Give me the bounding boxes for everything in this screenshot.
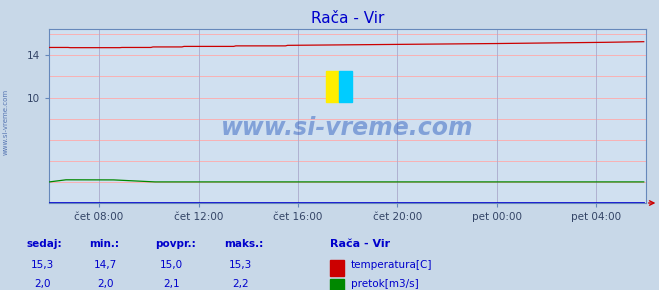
Text: www.si-vreme.com: www.si-vreme.com xyxy=(2,89,9,155)
Text: pretok[m3/s]: pretok[m3/s] xyxy=(351,279,418,289)
Text: 15,0: 15,0 xyxy=(159,260,183,269)
Text: sedaj:: sedaj: xyxy=(26,239,62,249)
Text: povpr.:: povpr.: xyxy=(155,239,196,249)
Text: 2,2: 2,2 xyxy=(232,279,249,289)
Text: 2,1: 2,1 xyxy=(163,279,180,289)
Text: maks.:: maks.: xyxy=(224,239,264,249)
Text: 2,0: 2,0 xyxy=(34,279,51,289)
Text: 14,7: 14,7 xyxy=(94,260,117,269)
Text: 2,0: 2,0 xyxy=(97,279,114,289)
Bar xyxy=(326,71,339,102)
Text: Rača - Vir: Rača - Vir xyxy=(330,239,389,249)
Text: temperatura[C]: temperatura[C] xyxy=(351,260,432,269)
Text: min.:: min.: xyxy=(89,239,119,249)
Text: 15,3: 15,3 xyxy=(31,260,55,269)
Text: 15,3: 15,3 xyxy=(229,260,252,269)
Bar xyxy=(339,71,352,102)
Text: www.si-vreme.com: www.si-vreme.com xyxy=(221,116,474,140)
Title: Rača - Vir: Rača - Vir xyxy=(311,11,384,26)
